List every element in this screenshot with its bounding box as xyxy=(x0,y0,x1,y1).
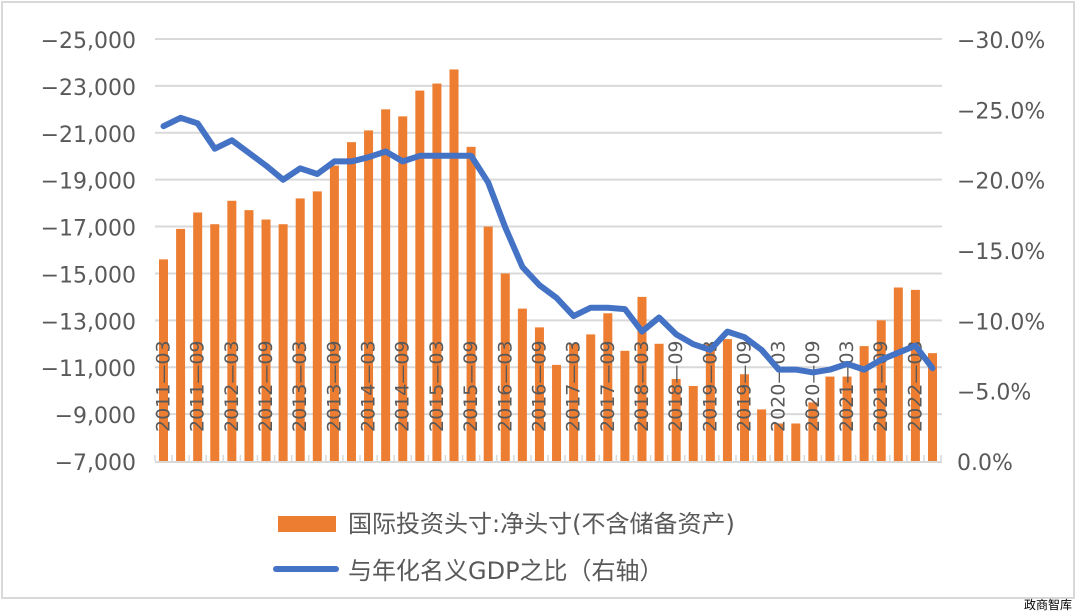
right-axis-tick-label: −25.0% xyxy=(957,99,1045,124)
gdp-ratio-line xyxy=(160,114,936,376)
bar xyxy=(637,296,647,461)
bar xyxy=(364,130,374,461)
bar xyxy=(808,402,818,461)
bar xyxy=(312,191,322,461)
bar xyxy=(722,339,732,461)
bar xyxy=(859,346,869,461)
bar xyxy=(159,259,168,461)
combo-chart: −25,000 −23,000 −21,000 −19,000 −17,000 −15,0… xyxy=(41,29,1046,585)
x-axis-tick-label: 2019—03 xyxy=(699,340,721,432)
left-axis-tick-label: −25,000 xyxy=(41,29,136,54)
right-axis-tick-label: −15.0% xyxy=(957,240,1045,265)
bar xyxy=(620,350,630,461)
bar xyxy=(893,287,903,461)
x-axis-tick-label: 2019—09 xyxy=(734,340,756,432)
x-axis-tick-label: 2013—03 xyxy=(289,340,311,432)
x-axis-tick-label: 2018—03 xyxy=(631,340,653,432)
left-axis-tick-label: −19,000 xyxy=(41,170,136,195)
bar xyxy=(654,343,664,461)
x-axis-tick-label: 2013—09 xyxy=(323,340,345,432)
bar xyxy=(381,109,391,461)
bar xyxy=(928,353,937,461)
bar xyxy=(586,334,596,461)
right-axis-ticks: −30.0% −25.0% −20.0% −15.0% −10.0% −5.0% 0.0% xyxy=(957,29,1045,476)
left-axis-tick-label: −7,000 xyxy=(55,451,136,476)
bar xyxy=(876,320,886,461)
bar xyxy=(671,378,681,461)
bar xyxy=(193,212,203,461)
bar xyxy=(432,83,442,462)
bar xyxy=(603,313,613,461)
x-axis-tick-label: 2012—03 xyxy=(221,340,243,432)
bar xyxy=(842,376,852,461)
bar xyxy=(295,198,305,461)
bar xyxy=(740,374,750,461)
bar xyxy=(466,146,476,461)
bar xyxy=(346,142,356,461)
x-axis-tick-label: 2017—09 xyxy=(597,340,619,432)
bar xyxy=(688,385,698,461)
bar xyxy=(210,224,220,461)
left-axis-tick-label: −21,000 xyxy=(41,123,136,148)
bar xyxy=(791,423,801,461)
bar xyxy=(825,376,835,461)
x-axis-tick-label: 2016—03 xyxy=(494,340,516,432)
watermark: 政商智库 xyxy=(1023,598,1072,612)
x-axis xyxy=(154,455,942,463)
bar xyxy=(449,69,459,461)
bar xyxy=(176,228,186,461)
x-axis-tick-label: 2017—03 xyxy=(563,340,585,432)
bar xyxy=(534,327,544,461)
right-axis-tick-label: −30.0% xyxy=(957,29,1045,54)
legend-line-label: 与年化名义GDP之比（右轴） xyxy=(348,557,664,585)
bar xyxy=(483,226,493,461)
legend-bar-label: 国际投资头寸:净头寸(不含储备资产) xyxy=(348,510,735,538)
x-axis-labels: 2011—03 2011—09 2012—03 2012—09 2013—03 2013—… xyxy=(153,340,927,432)
bar xyxy=(415,90,425,462)
right-axis-tick-label: −5.0% xyxy=(957,381,1031,406)
left-axis-tick-label: −13,000 xyxy=(41,310,136,335)
left-axis-ticks: −25,000 −23,000 −21,000 −19,000 −17,000 −15,0… xyxy=(41,29,136,476)
line-series xyxy=(160,114,936,376)
x-axis-tick-label: 2022—03 xyxy=(904,340,926,432)
bar xyxy=(500,273,510,461)
x-axis-tick-label: 2021—03 xyxy=(836,340,858,432)
x-axis-tick-label: 2020—09 xyxy=(802,340,824,432)
bar xyxy=(517,308,527,461)
left-axis-tick-label: −23,000 xyxy=(41,76,136,101)
bar xyxy=(244,210,254,461)
bar xyxy=(278,224,288,461)
bar xyxy=(774,423,784,461)
bar xyxy=(705,343,715,461)
x-axis-tick-label: 2020—03 xyxy=(768,340,790,432)
left-axis-tick-label: −17,000 xyxy=(41,217,136,242)
bar xyxy=(910,289,920,461)
bar xyxy=(569,343,579,461)
right-axis-tick-label: −20.0% xyxy=(957,170,1045,195)
x-axis-tick-label: 2016—09 xyxy=(528,340,550,432)
x-axis-tick-label: 2014—03 xyxy=(358,340,380,432)
x-axis-tick-label: 2018—09 xyxy=(665,340,687,432)
legend: 国际投资头寸:净头寸(不含储备资产) 与年化名义GDP之比（右轴） xyxy=(273,510,735,585)
left-axis-tick-label: −11,000 xyxy=(41,357,136,382)
x-axis-tick-label: 2011—09 xyxy=(187,340,209,432)
chart-frame: −25,000 −23,000 −21,000 −19,000 −17,000 −15,0… xyxy=(1,1,1075,599)
bar xyxy=(261,219,271,461)
x-axis-tick-label: 2015—03 xyxy=(426,340,448,432)
right-axis-tick-label: −10.0% xyxy=(957,310,1045,335)
x-axis-tick-label: 2012—09 xyxy=(255,340,277,432)
legend-bar-swatch xyxy=(278,516,336,532)
bar-series xyxy=(159,69,937,462)
x-axis-tick-label: 2014—09 xyxy=(392,340,414,432)
x-axis-tick-label: 2011—03 xyxy=(153,340,175,432)
left-axis-tick-label: −15,000 xyxy=(41,263,136,288)
bar xyxy=(757,409,767,461)
x-axis-tick-label: 2015—09 xyxy=(460,340,482,432)
right-axis-tick-label: 0.0% xyxy=(957,451,1013,476)
bar xyxy=(329,165,339,461)
left-axis-tick-label: −9,000 xyxy=(55,404,136,429)
bar xyxy=(552,364,562,461)
bar xyxy=(398,116,408,461)
bar xyxy=(227,200,237,461)
